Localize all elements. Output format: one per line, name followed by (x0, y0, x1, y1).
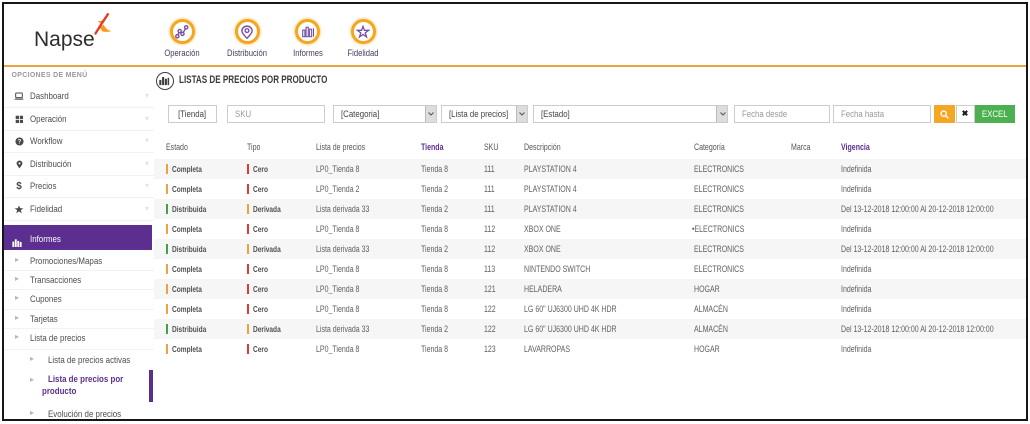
svg-text:?: ? (17, 140, 21, 146)
